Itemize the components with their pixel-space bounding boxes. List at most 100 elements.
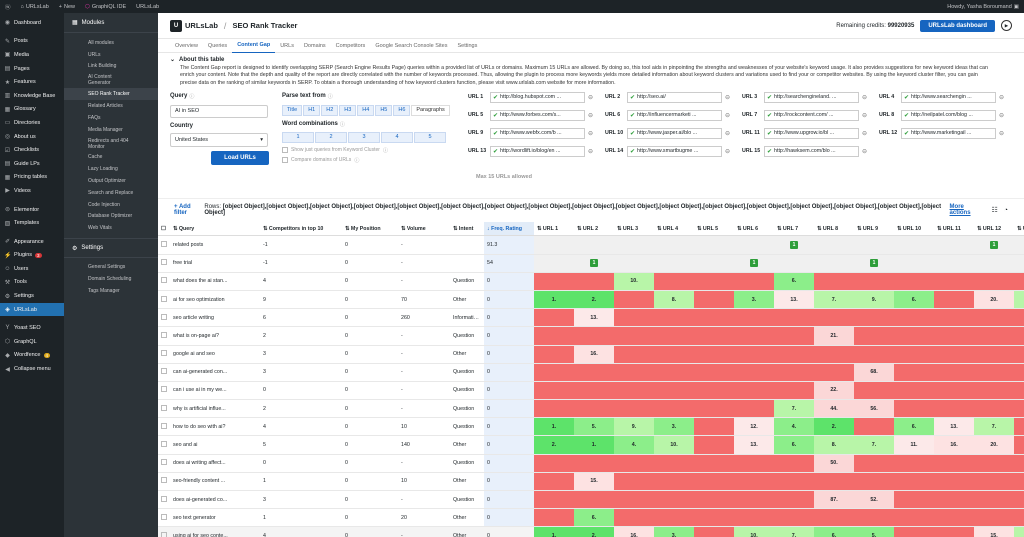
module-web-vitals[interactable]: Web Vitals (88, 225, 112, 232)
column-header-url-8[interactable]: ⇅ URL 8 (814, 221, 854, 237)
module-faqs[interactable]: FAQs (88, 114, 101, 121)
row-checkbox[interactable] (158, 526, 170, 537)
query-cell[interactable]: seo text generator (170, 508, 260, 528)
query-cell[interactable]: can ai-generated con... (170, 363, 260, 382)
wp-menu-urlslab[interactable]: ◈ URLsLab (0, 302, 64, 317)
url-input[interactable]: ✔ http://seo.ai/ (627, 91, 722, 103)
url-input[interactable]: ✔ http://www.marketingail ... (901, 127, 996, 139)
parse-option-h3[interactable]: H3 (339, 104, 357, 116)
column-header-url-5[interactable]: ⇅ URL 5 (694, 221, 734, 237)
module-code-injection[interactable]: Code Injection (88, 201, 120, 208)
parse-option-h4[interactable]: H4 (357, 104, 375, 116)
table-row[interactable]: ai for seo optimization 9 0 70 Other 0 1. 2. 8. 3… (158, 290, 1024, 310)
word-combination-3[interactable]: 3 (348, 131, 380, 143)
column-header-url-6[interactable]: ⇅ URL 6 (734, 221, 774, 237)
query-cell[interactable]: using ai for seo conte... (170, 526, 260, 537)
table-row[interactable]: can ai-generated con... 3 0- Question 0 68. (158, 363, 1024, 382)
parse-option-h6[interactable]: H6 (393, 104, 411, 116)
wp-menu-elementor[interactable]: ⊜ Elementor (0, 203, 64, 217)
load-urls-button[interactable]: Load URLs (211, 150, 269, 165)
url-input[interactable]: ✔ http://www.upgrow.io/bl ... (764, 127, 859, 139)
url-input[interactable]: ✔ http://neilpatel.com/blog ... (901, 109, 996, 121)
module-all-modules[interactable]: All modules (88, 39, 114, 46)
query-cell[interactable]: related posts (170, 235, 260, 255)
settings-header[interactable]: ⚙ Settings (64, 238, 158, 259)
wp-menu-checklists[interactable]: ☑ Checklists (0, 143, 64, 157)
wp-menu-graphql[interactable]: ⬡ GraphQL (0, 335, 64, 349)
remove-icon[interactable]: ⊖ (725, 94, 731, 101)
table-row[interactable]: seo text generator 1 0 20 Other 0 6. (158, 508, 1024, 528)
query-cell[interactable]: why is artificial influe... (170, 399, 260, 419)
module-urls[interactable]: URLs (88, 51, 101, 58)
row-checkbox[interactable] (158, 254, 170, 273)
module-redirects-and-404-monitor[interactable]: Redirects and 404 Monitor (88, 137, 129, 150)
refresh-icon[interactable]: ◔ (1003, 206, 1008, 214)
column-header-intent[interactable]: ⇅ Intent (450, 221, 484, 237)
parse-option-paragraphs[interactable]: Paragraphs (411, 104, 450, 116)
url-input[interactable]: ✔ http://blog.hubspot.com ... (490, 91, 585, 103)
tab-competitors[interactable]: Competitors (335, 42, 366, 49)
wp-menu-users[interactable]: ☺ Users (0, 262, 64, 276)
wp-menu-posts[interactable]: ✎ Posts (0, 35, 64, 49)
module-ai-content-generator[interactable]: AI Content Generator (88, 74, 112, 87)
tab-queries[interactable]: Queries (207, 42, 228, 49)
wp-menu-pages[interactable]: ▤ Pages (0, 62, 64, 76)
urlslab-dashboard-button[interactable]: URLsLab dashboard (920, 19, 995, 32)
url-input[interactable]: ✔ http://searchengineland. ... (764, 91, 859, 103)
modules-header[interactable]: ▦ Modules (64, 13, 158, 33)
parse-option-h2[interactable]: H2 (321, 104, 339, 116)
module-lazy-loading[interactable]: Lazy Loading (88, 166, 118, 173)
settings-tags-manager[interactable]: Tags Manager (88, 287, 120, 294)
word-combination-4[interactable]: 4 (381, 131, 413, 143)
remove-icon[interactable]: ⊖ (999, 112, 1005, 119)
table-row[interactable]: how to do seo with ai? 4 0 10 Question 0 1. 5. 9… (158, 417, 1024, 437)
table-row[interactable]: seo-friendly content ... 1 0 10 Other 0 15. (158, 472, 1024, 492)
module-database-optimizer[interactable]: Database Optimizer (88, 213, 133, 220)
wp-menu-yoast-seo[interactable]: Y Yoast SEO (0, 321, 64, 335)
wp-menu-knowledge-base[interactable]: ▥ Knowledge Base (0, 89, 64, 103)
column-header-url-10[interactable]: ⇅ URL 10 (894, 221, 934, 237)
about-toggle[interactable]: ⌄ About this table (170, 56, 1012, 64)
url-input[interactable]: ✔ http://www.webfx.com/b ... (490, 127, 585, 139)
wp-menu-collapse-menu[interactable]: ◀ Collapse menu (0, 362, 64, 376)
tab-domains[interactable]: Domains (303, 42, 326, 49)
row-checkbox[interactable] (158, 345, 170, 364)
remove-icon[interactable]: ⊖ (999, 94, 1005, 101)
remove-icon[interactable]: ⊖ (725, 112, 731, 119)
module-link-building[interactable]: Link Building (88, 63, 117, 70)
table-row[interactable]: using ai for seo conte... 4 0- Other 0 1. 2. 16… (158, 526, 1024, 537)
query-cell[interactable]: does ai-generated co... (170, 490, 260, 510)
row-checkbox[interactable] (158, 472, 170, 492)
keyword-cluster-checkbox[interactable]: Show just queries from Keyword Cluster ⓘ (282, 147, 388, 154)
word-combination-1[interactable]: 1 (282, 131, 314, 143)
remove-icon[interactable]: ⊖ (862, 148, 868, 155)
wp-menu-dashboard[interactable]: ◉ Dashboard (0, 16, 64, 30)
module-seo-rank-tracker[interactable]: SEO Rank Tracker (64, 88, 158, 101)
module-search-and-replace[interactable]: Search and Replace (88, 189, 134, 196)
wp-menu-tools[interactable]: ⚒ Tools (0, 276, 64, 290)
column-header-url-12[interactable]: ⇅ URL 12 (974, 221, 1014, 237)
remove-icon[interactable]: ⊖ (725, 130, 731, 137)
remove-icon[interactable]: ⊖ (588, 112, 594, 119)
module-cache[interactable]: Cache (88, 154, 103, 161)
remove-icon[interactable]: ⊖ (588, 94, 594, 101)
wp-menu-media[interactable]: ▣ Media (0, 48, 64, 62)
parse-option-title[interactable]: Title (282, 104, 303, 116)
column-header-volume[interactable]: ⇅ Volume (398, 221, 450, 237)
row-checkbox[interactable] (158, 435, 170, 455)
wp-menu-glossary[interactable]: ▦ Glossary (0, 103, 64, 117)
remove-icon[interactable]: ⊖ (588, 148, 594, 155)
wp-logo-icon[interactable]: ⓦ (5, 4, 11, 11)
column-header-my-position[interactable]: ⇅ My Position (342, 221, 398, 237)
wp-menu-guide-lps[interactable]: ▤ Guide LPs (0, 157, 64, 171)
table-row[interactable]: can i use ai in my we... 0 0- Question 0 22. (158, 381, 1024, 401)
row-checkbox[interactable] (158, 235, 170, 255)
user-menu[interactable]: Howdy, Yasha Boroumand ▣ (942, 0, 1024, 13)
row-checkbox[interactable] (158, 363, 170, 382)
urlslab-adminbar-link[interactable]: URLsLab (131, 0, 164, 13)
column-header-url-9[interactable]: ⇅ URL 9 (854, 221, 894, 237)
table-row[interactable]: seo article writing 6 0 260 Informational 0 13… (158, 308, 1024, 328)
remove-icon[interactable]: ⊖ (862, 112, 868, 119)
remove-icon[interactable]: ⊖ (588, 130, 594, 137)
tab-settings[interactable]: Settings (457, 42, 478, 49)
